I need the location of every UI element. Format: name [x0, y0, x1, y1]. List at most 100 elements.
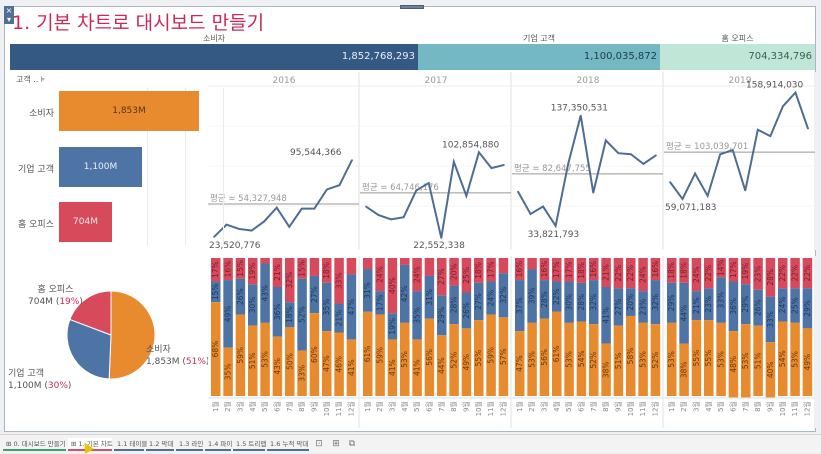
home-office-segment[interactable]: [679, 258, 689, 283]
consumer-segment[interactable]: [486, 314, 496, 396]
home-office-segment[interactable]: [601, 258, 611, 287]
corporate-segment[interactable]: [626, 288, 636, 316]
line-point[interactable]: [542, 205, 544, 208]
consumer-segment[interactable]: [260, 322, 270, 396]
line-point[interactable]: [554, 225, 557, 227]
line-point[interactable]: [440, 237, 443, 239]
line-point[interactable]: [365, 205, 367, 208]
filter-header[interactable]: 고객 .. ⊧: [16, 75, 46, 84]
corporate-segment[interactable]: [691, 291, 702, 321]
corporate-segment[interactable]: [387, 313, 398, 340]
sales-line[interactable]: [669, 90, 809, 201]
home-office-segment[interactable]: [449, 258, 459, 286]
consumer-segment[interactable]: [248, 325, 258, 396]
home-office-segment[interactable]: [765, 258, 776, 297]
new-worksheet-icon[interactable]: ⊡: [315, 439, 323, 449]
consumer-segment[interactable]: [211, 302, 221, 396]
corporate-segment[interactable]: [211, 281, 221, 303]
line-point[interactable]: [669, 181, 671, 183]
home-office-segment[interactable]: [309, 258, 320, 276]
line-point[interactable]: [630, 153, 632, 156]
corporate-segment[interactable]: [679, 282, 689, 344]
line-point[interactable]: [415, 189, 417, 192]
pie-slice[interactable]: [66, 318, 112, 380]
line-point[interactable]: [617, 152, 620, 154]
home-office-segment[interactable]: [375, 258, 385, 292]
corporate-segment[interactable]: [498, 273, 509, 318]
home-office-segment[interactable]: [363, 258, 373, 270]
consumer-segment[interactable]: [626, 315, 636, 396]
home-office-segment[interactable]: [728, 258, 739, 282]
dashboard-controls[interactable]: × ▾: [4, 6, 14, 24]
home-office-segment[interactable]: [539, 258, 550, 281]
corporate-segment[interactable]: [223, 280, 233, 348]
line-point[interactable]: [719, 153, 721, 156]
home-office-segment[interactable]: [211, 258, 221, 282]
home-office-segment[interactable]: [346, 258, 357, 275]
corporate-segment[interactable]: [765, 296, 776, 343]
consumer-segment[interactable]: [363, 311, 373, 396]
line-point[interactable]: [782, 105, 784, 108]
line-point[interactable]: [706, 195, 709, 197]
consumer-segment[interactable]: [613, 325, 624, 396]
line-point[interactable]: [744, 189, 747, 192]
corporate-segment[interactable]: [613, 288, 624, 326]
consumer-segment[interactable]: [601, 343, 611, 396]
corporate-segment[interactable]: [334, 303, 344, 333]
corporate-segment[interactable]: [486, 281, 496, 315]
line-point[interactable]: [313, 207, 316, 210]
home-office-segment[interactable]: [527, 258, 537, 270]
home-office-segment[interactable]: [716, 258, 726, 278]
sheet-tab[interactable]: ⊞ 1. 기본 차트: [68, 438, 113, 451]
home-office-segment[interactable]: [486, 258, 496, 282]
line-point[interactable]: [731, 149, 734, 151]
home-office-segment[interactable]: [297, 258, 307, 279]
home-office-segment[interactable]: [223, 258, 233, 281]
segment-bar-1[interactable]: 1,100,035,872: [418, 44, 660, 70]
consumer-segment[interactable]: [498, 317, 509, 396]
sheet-tab[interactable]: 1.1 테이블: [114, 438, 147, 451]
corporate-segment[interactable]: [638, 291, 648, 323]
line-point[interactable]: [579, 114, 582, 117]
home-office-segment[interactable]: [515, 258, 525, 281]
consumer-segment[interactable]: [704, 320, 714, 396]
consumer-segment[interactable]: [424, 318, 435, 396]
consumer-segment[interactable]: [449, 324, 459, 396]
line-point[interactable]: [238, 228, 240, 230]
line-point[interactable]: [275, 206, 278, 209]
corporate-segment[interactable]: [248, 284, 258, 326]
corporate-segment[interactable]: [601, 286, 611, 344]
line-point[interactable]: [351, 159, 353, 161]
line-point[interactable]: [769, 135, 772, 137]
consumer-segment[interactable]: [346, 339, 357, 396]
corporate-segment[interactable]: [576, 282, 587, 322]
corporate-segment[interactable]: [461, 292, 472, 329]
corporate-segment[interactable]: [589, 280, 599, 325]
corporate-segment[interactable]: [437, 295, 447, 336]
home-office-segment[interactable]: [691, 258, 702, 292]
resize-handle[interactable]: [400, 5, 424, 9]
corporate-segment[interactable]: [424, 275, 435, 319]
home-office-segment[interactable]: [790, 258, 800, 289]
consumer-segment[interactable]: [667, 322, 677, 396]
line-point[interactable]: [301, 207, 303, 210]
corporate-segment[interactable]: [260, 263, 270, 323]
menu-icon[interactable]: ▾: [6, 15, 11, 24]
consumer-segment[interactable]: [679, 343, 689, 396]
home-office-segment[interactable]: [285, 258, 295, 303]
line-point[interactable]: [592, 191, 595, 194]
pie-slice[interactable]: [108, 290, 156, 380]
consumer-segment[interactable]: [741, 324, 751, 398]
sheet-tab[interactable]: 1.5 트리맵: [233, 438, 266, 451]
consumer-segment[interactable]: [589, 324, 599, 396]
consumer-segment[interactable]: [437, 335, 447, 396]
corporate-segment[interactable]: [375, 291, 385, 315]
sheet-tab[interactable]: 1.6 누적 막대: [267, 438, 309, 451]
consumer-segment[interactable]: [334, 332, 344, 396]
consumer-segment[interactable]: [691, 320, 702, 396]
home-office-segment[interactable]: [387, 258, 398, 314]
home-office-segment[interactable]: [778, 258, 788, 289]
consumer-segment[interactable]: [515, 331, 525, 396]
sales-line[interactable]: [517, 115, 657, 229]
home-office-segment[interactable]: [412, 258, 422, 292]
